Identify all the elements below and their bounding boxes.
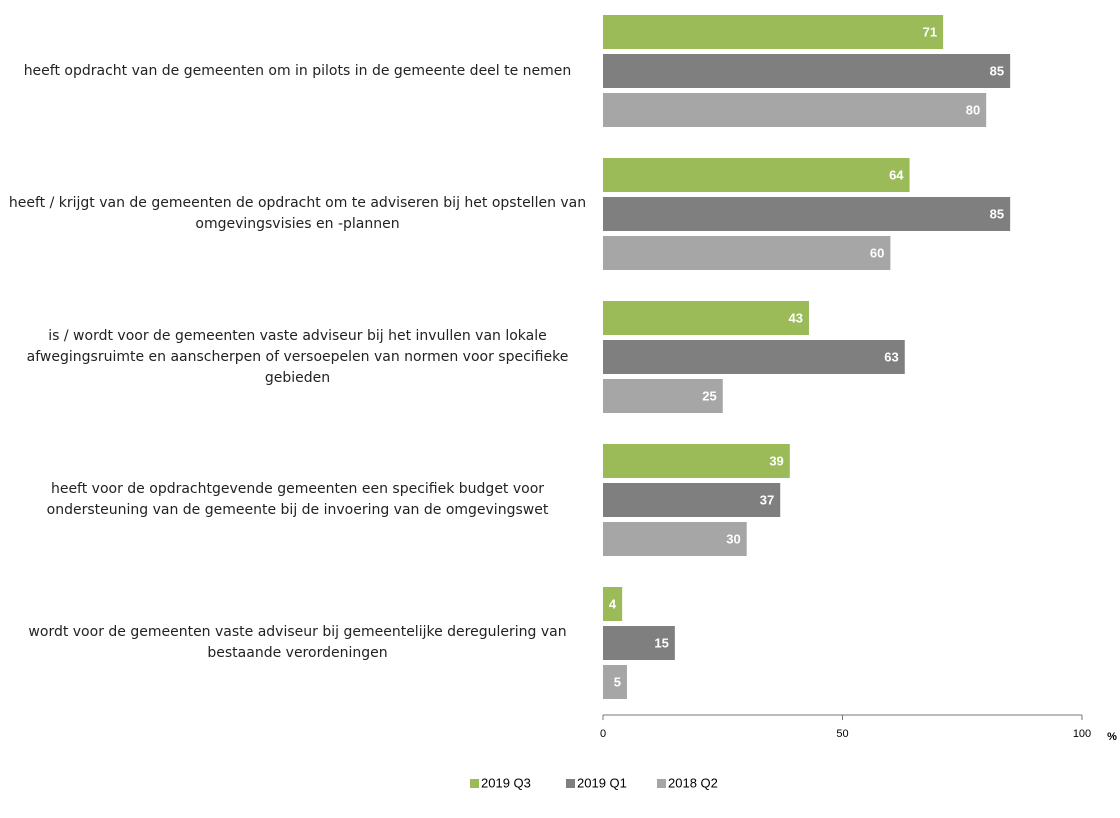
bar bbox=[603, 236, 891, 270]
bar bbox=[603, 483, 781, 517]
legend-swatch bbox=[470, 779, 479, 788]
value-label: 25 bbox=[702, 388, 716, 403]
legend-label: 2019 Q3 bbox=[481, 775, 531, 790]
category-label: heeft voor de opdrachtgevende gemeenten … bbox=[46, 481, 549, 518]
value-label: 64 bbox=[889, 167, 904, 182]
x-axis-label: % bbox=[1107, 731, 1117, 743]
bar bbox=[603, 444, 790, 478]
legend-label: 2019 Q1 bbox=[577, 775, 627, 790]
category-label-box: heeft opdracht van de gemeenten om in pi… bbox=[23, 62, 572, 79]
bar bbox=[603, 626, 675, 660]
bar bbox=[603, 522, 747, 556]
category-label-box: is / wordt voor de gemeenten vaste advis… bbox=[26, 327, 569, 386]
x-tick-label: 50 bbox=[836, 728, 848, 740]
value-label: 4 bbox=[609, 596, 617, 611]
category-label-box: heeft voor de opdrachtgevende gemeenten … bbox=[46, 481, 549, 518]
x-tick-label: 0 bbox=[600, 728, 606, 740]
value-label: 30 bbox=[726, 531, 740, 546]
bar bbox=[603, 665, 627, 699]
category-label: wordt voor de gemeenten vaste adviseur b… bbox=[28, 624, 567, 661]
category-label-box: heeft / krijgt van de gemeenten de opdra… bbox=[8, 195, 587, 232]
bar bbox=[603, 379, 723, 413]
category-label-box: wordt voor de gemeenten vaste adviseur b… bbox=[28, 624, 567, 661]
category-label: heeft opdracht van de gemeenten om in pi… bbox=[23, 62, 572, 79]
value-label: 85 bbox=[990, 206, 1004, 221]
value-label: 80 bbox=[966, 102, 980, 117]
category-label: heeft / krijgt van de gemeenten de opdra… bbox=[8, 195, 587, 232]
category-label: is / wordt voor de gemeenten vaste advis… bbox=[26, 327, 569, 386]
bar bbox=[603, 54, 1011, 88]
value-label: 85 bbox=[990, 63, 1004, 78]
bar bbox=[603, 587, 623, 621]
value-label: 43 bbox=[789, 310, 803, 325]
bar bbox=[603, 93, 987, 127]
value-label: 15 bbox=[654, 635, 668, 650]
value-label: 63 bbox=[884, 349, 898, 364]
legend-swatch bbox=[566, 779, 575, 788]
bar bbox=[603, 158, 910, 192]
value-label: 39 bbox=[769, 453, 783, 468]
value-label: 71 bbox=[923, 24, 937, 39]
bar bbox=[603, 15, 944, 49]
bar bbox=[603, 340, 905, 374]
legend-label: 2018 Q2 bbox=[668, 775, 718, 790]
bar bbox=[603, 301, 809, 335]
x-tick-label: 100 bbox=[1073, 728, 1091, 740]
bar bbox=[603, 197, 1011, 231]
value-label: 5 bbox=[614, 674, 621, 689]
value-label: 37 bbox=[760, 492, 774, 507]
legend-swatch bbox=[657, 779, 666, 788]
value-label: 60 bbox=[870, 245, 884, 260]
